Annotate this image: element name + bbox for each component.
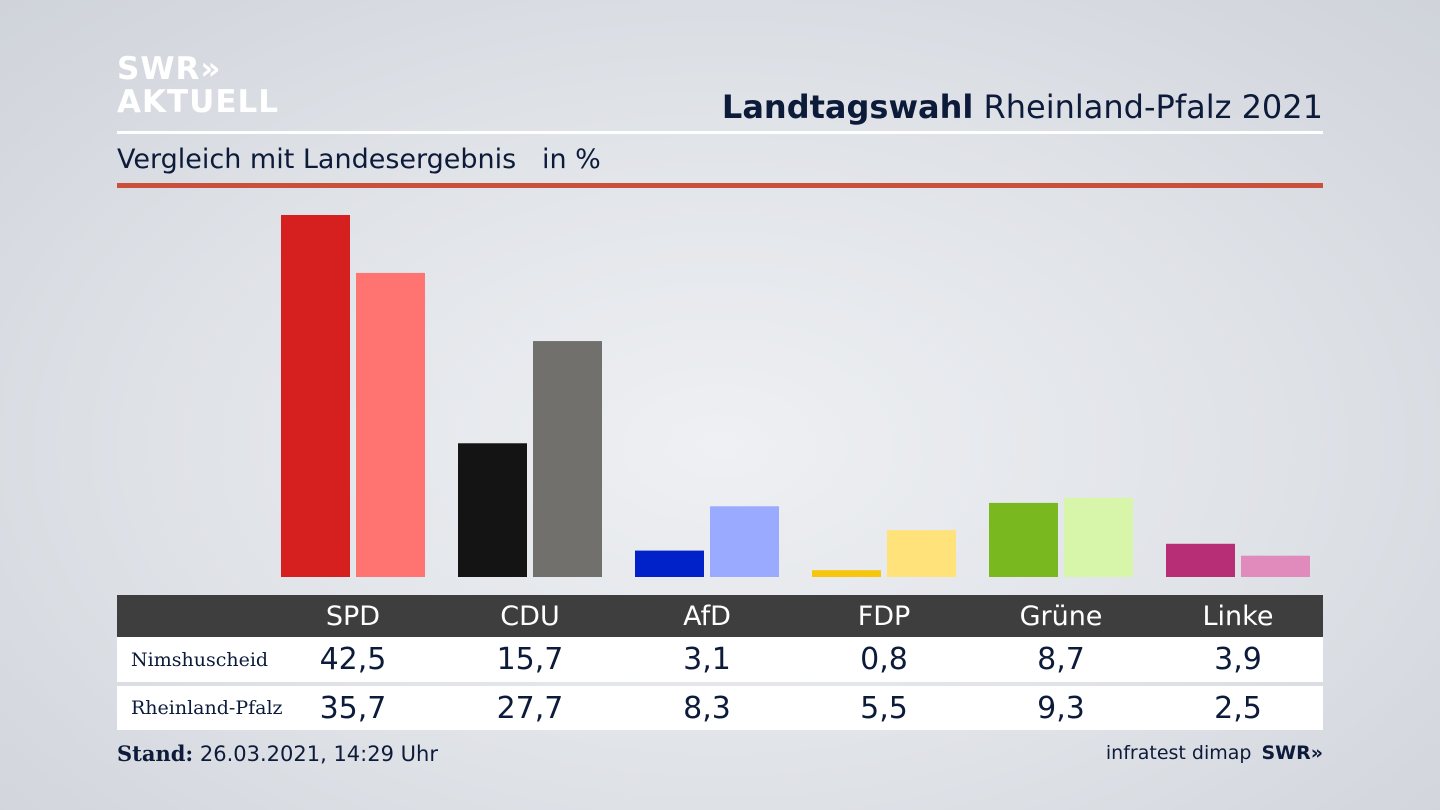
table-cell: 42,5 bbox=[319, 642, 387, 677]
bar-afd-local bbox=[635, 550, 704, 577]
logo-line-1: SWR» bbox=[117, 51, 222, 87]
source-credit: infratest dimap SWR» bbox=[1106, 742, 1323, 764]
header-divider bbox=[117, 131, 1323, 134]
title-rest: Rheinland-Pfalz 2021 bbox=[983, 88, 1323, 126]
table-cell: 27,7 bbox=[496, 690, 564, 726]
bar-fdp-state bbox=[887, 530, 956, 577]
bar-linke-local bbox=[1166, 543, 1235, 577]
bar-spd-state bbox=[356, 272, 425, 577]
bar-spd-local bbox=[281, 215, 350, 577]
title-bold: Landtagswahl bbox=[721, 88, 974, 126]
swr-brand-logo: SWR» bbox=[1261, 742, 1323, 764]
table-cell: 9,3 bbox=[1037, 690, 1085, 726]
table-cell: 3,1 bbox=[683, 642, 731, 677]
table-cell: 8,3 bbox=[683, 690, 731, 726]
bar-afd-state bbox=[710, 506, 779, 577]
swr-aktuell-logo: SWR» AKTUELL bbox=[117, 54, 279, 118]
row-label: Nimshuscheid bbox=[131, 648, 269, 671]
column-header: Linke bbox=[1202, 600, 1274, 632]
bar-cdu-state bbox=[533, 341, 602, 577]
bar-cdu-local bbox=[458, 443, 527, 577]
table-cell: 15,7 bbox=[496, 642, 564, 677]
column-header: FDP bbox=[857, 600, 911, 632]
row-label: Rheinland-Pfalz bbox=[131, 697, 283, 719]
table-cell: 0,8 bbox=[860, 642, 908, 677]
logo-line-2: AKTUELL bbox=[117, 84, 280, 120]
column-header: AfD bbox=[683, 600, 731, 632]
page-title: Landtagswahl Rheinland-Pfalz 2021 bbox=[722, 88, 1323, 126]
source-label: infratest dimap bbox=[1105, 742, 1252, 764]
table-cell: 3,9 bbox=[1214, 642, 1262, 677]
bar-fdp-local bbox=[812, 570, 881, 577]
column-header: Grüne bbox=[1019, 600, 1103, 632]
bar-gruene-local bbox=[989, 502, 1058, 577]
bar-gruene-state bbox=[1064, 497, 1133, 577]
table-row: Rheinland-Pfalz 35,7 27,7 8,3 5,5 9,3 2,5 bbox=[117, 686, 1323, 730]
table-row: Nimshuscheid 42,5 15,7 3,1 0,8 8,7 3,9 bbox=[117, 637, 1323, 682]
column-header: SPD bbox=[325, 600, 381, 632]
table-cell: 8,7 bbox=[1037, 642, 1085, 677]
table-header: SPD CDU AfD FDP Grüne Linke bbox=[117, 595, 1323, 637]
column-header: CDU bbox=[500, 600, 560, 632]
timestamp: Stand: 26.03.2021, 14:29 Uhr bbox=[117, 741, 438, 766]
subtitle-divider bbox=[117, 183, 1323, 188]
table-cell: 2,5 bbox=[1214, 690, 1262, 726]
table-cell: 5,5 bbox=[860, 690, 908, 726]
stand-value: 26.03.2021, 14:29 Uhr bbox=[193, 742, 438, 766]
bar-linke-state bbox=[1241, 555, 1310, 577]
results-table: SPD CDU AfD FDP Grüne Linke Nimshuscheid 42,5… bbox=[117, 595, 1323, 730]
table-cell: 35,7 bbox=[319, 690, 387, 726]
chart-subtitle: Vergleich mit Landesergebnis in % bbox=[117, 144, 601, 175]
stand-label: Stand: bbox=[117, 741, 194, 766]
